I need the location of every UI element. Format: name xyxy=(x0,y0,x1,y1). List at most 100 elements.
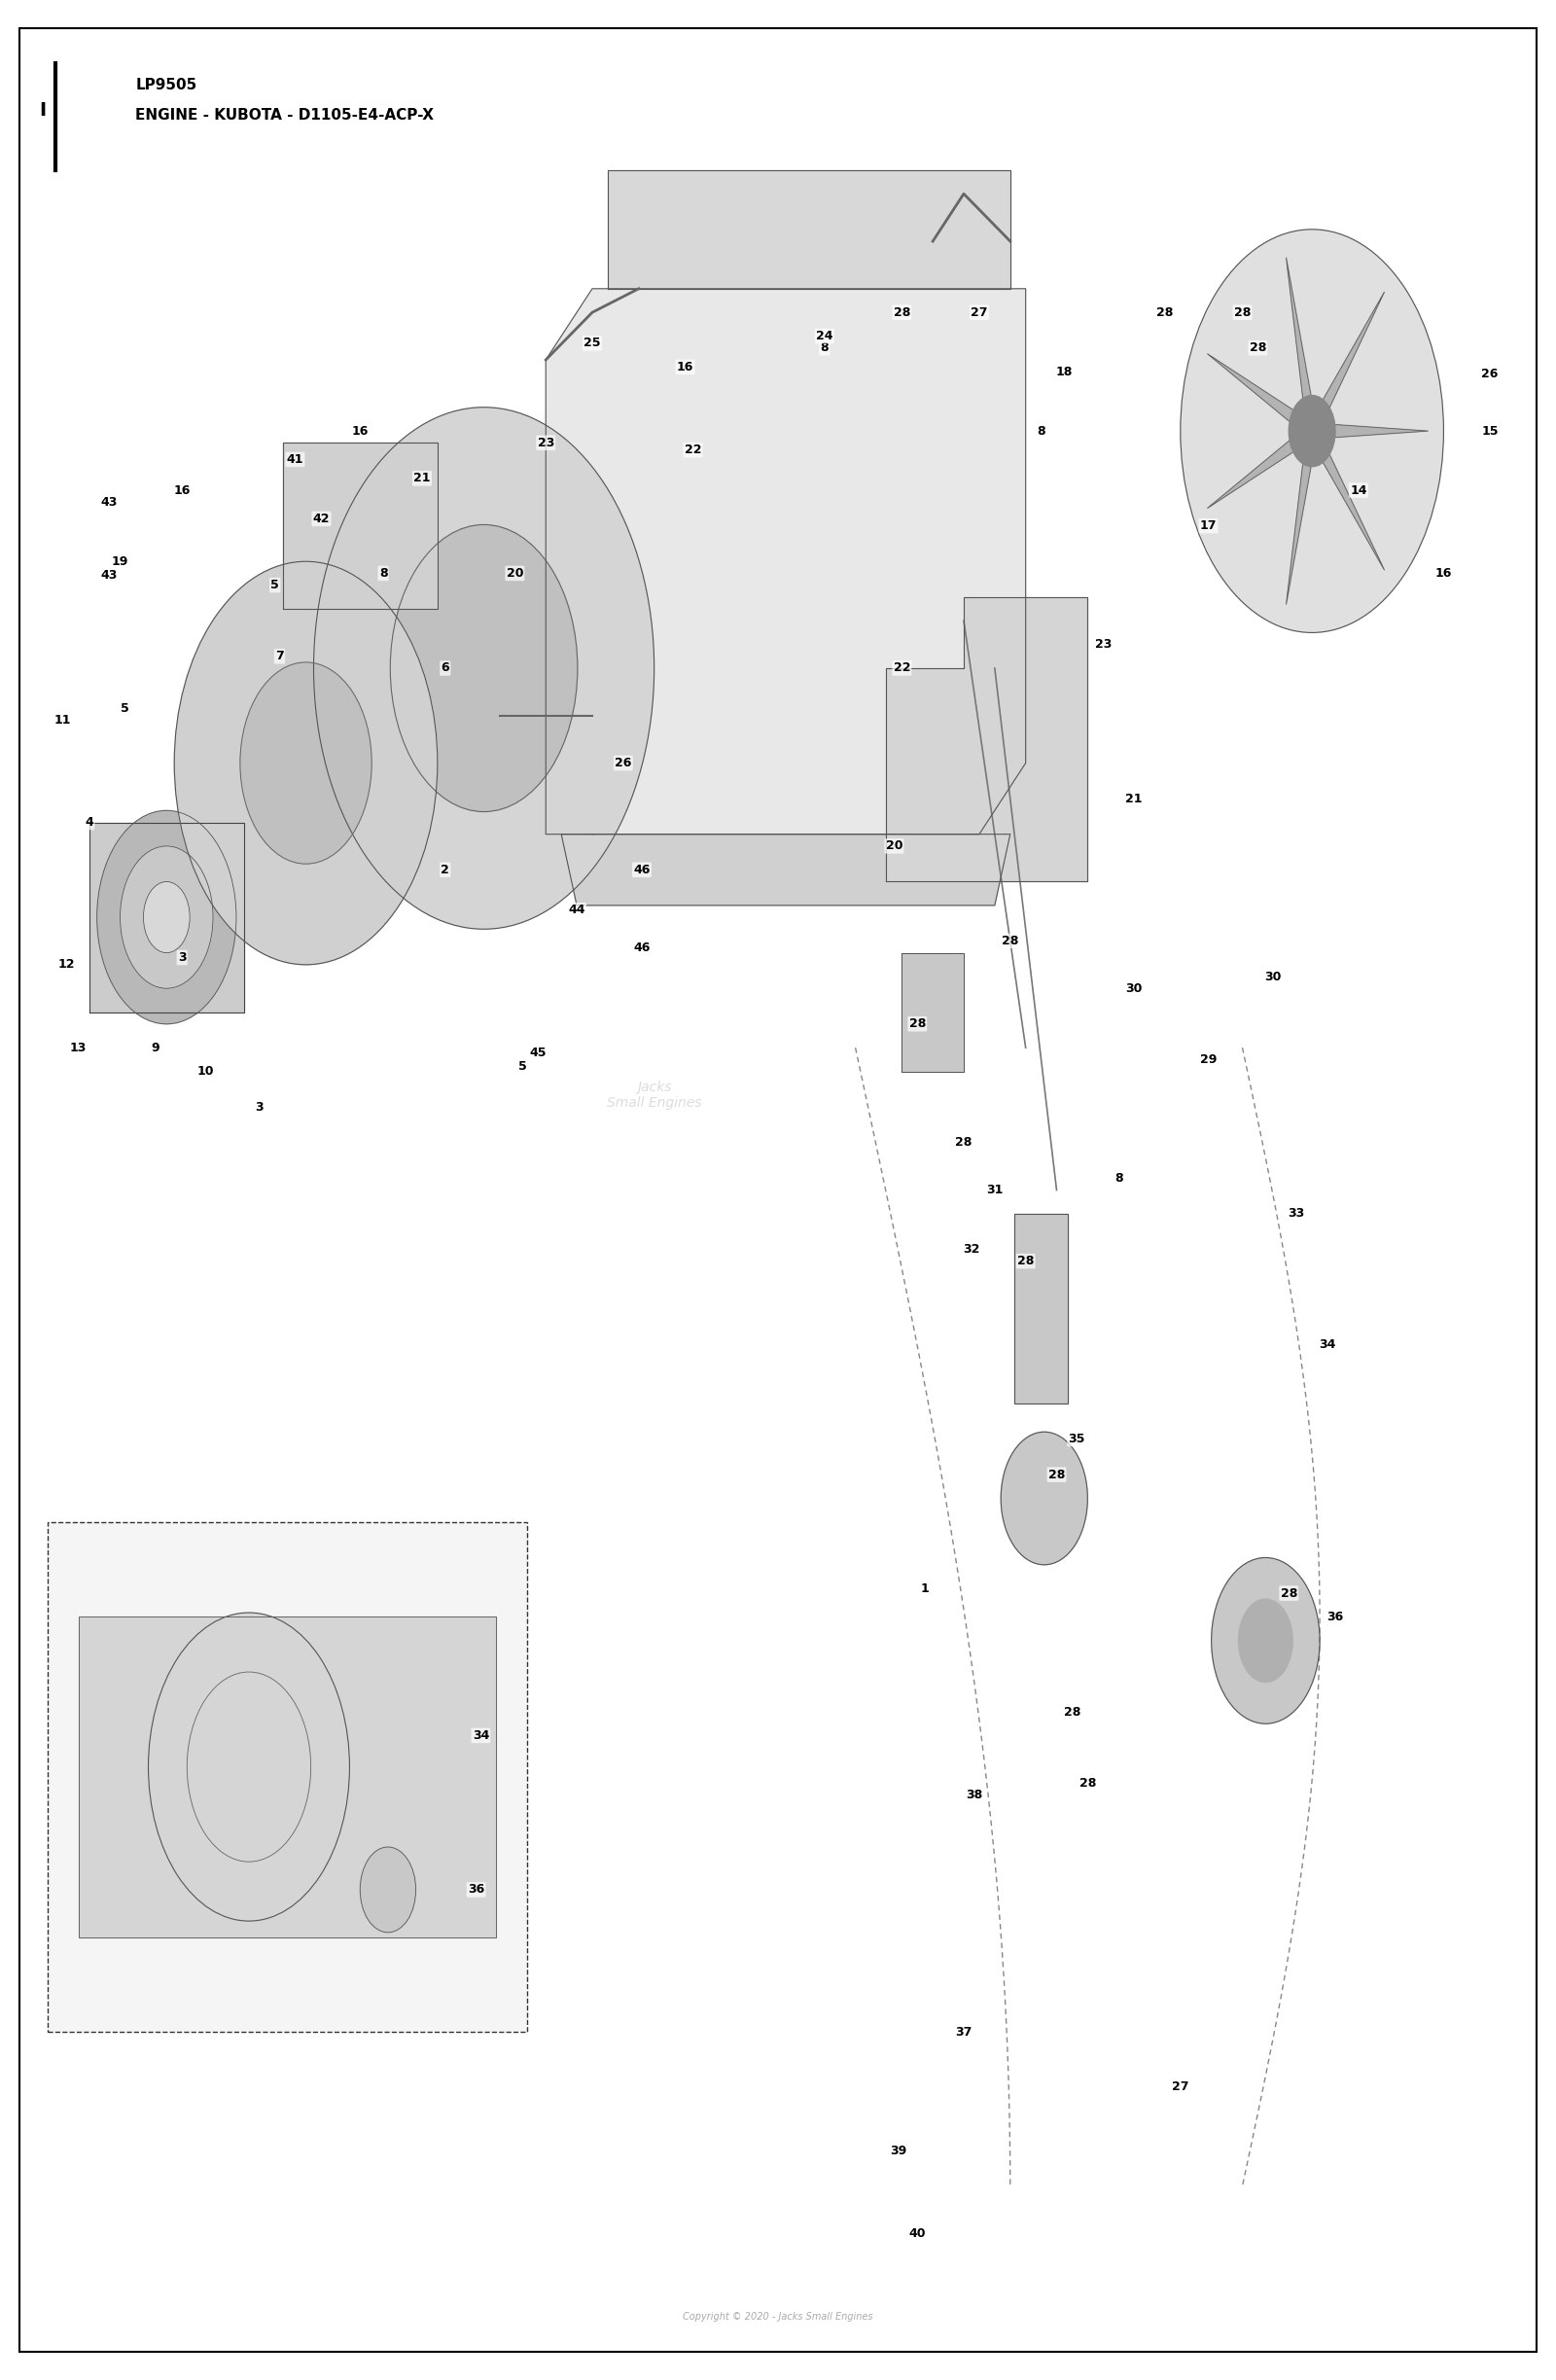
Polygon shape xyxy=(546,288,1025,835)
Bar xyxy=(78,1616,496,1937)
Polygon shape xyxy=(902,952,963,1071)
Text: 36: 36 xyxy=(1327,1611,1344,1623)
Text: 38: 38 xyxy=(966,1787,983,1802)
Circle shape xyxy=(359,1847,415,1933)
Polygon shape xyxy=(1287,257,1313,409)
Text: 21: 21 xyxy=(1125,793,1142,804)
Text: 9: 9 xyxy=(151,1042,160,1054)
Circle shape xyxy=(148,1614,350,1921)
Text: 28: 28 xyxy=(1018,1254,1035,1269)
Text: 27: 27 xyxy=(1172,2080,1189,2092)
Circle shape xyxy=(1001,1433,1088,1564)
Text: 22: 22 xyxy=(685,443,702,457)
Text: 28: 28 xyxy=(1234,307,1251,319)
Text: 19: 19 xyxy=(112,555,129,569)
Text: 28: 28 xyxy=(909,1019,926,1031)
Text: 39: 39 xyxy=(890,2144,907,2156)
Polygon shape xyxy=(608,169,1010,288)
Text: 45: 45 xyxy=(529,1047,546,1059)
Text: 4: 4 xyxy=(86,816,93,828)
Bar xyxy=(47,1523,527,2033)
Polygon shape xyxy=(1327,424,1428,438)
Text: 16: 16 xyxy=(1435,566,1452,581)
Polygon shape xyxy=(283,443,437,609)
Text: 1: 1 xyxy=(921,1583,929,1595)
Polygon shape xyxy=(89,823,244,1011)
Text: 3: 3 xyxy=(255,1100,263,1114)
Text: 5: 5 xyxy=(271,578,279,593)
Text: 10: 10 xyxy=(196,1066,213,1078)
Circle shape xyxy=(187,1673,311,1861)
Text: 34: 34 xyxy=(473,1730,489,1742)
Text: 13: 13 xyxy=(70,1042,87,1054)
Text: 15: 15 xyxy=(1481,424,1498,438)
Text: 5: 5 xyxy=(518,1061,527,1073)
Text: 36: 36 xyxy=(468,1883,484,1897)
Text: LP9505: LP9505 xyxy=(135,79,198,93)
Text: 28: 28 xyxy=(893,307,910,319)
Text: 32: 32 xyxy=(963,1242,980,1257)
Text: 29: 29 xyxy=(1200,1054,1217,1066)
Text: 5: 5 xyxy=(120,702,129,714)
Circle shape xyxy=(143,881,190,952)
Text: 28: 28 xyxy=(1064,1706,1080,1718)
Circle shape xyxy=(240,662,372,864)
Text: 26: 26 xyxy=(1481,369,1498,381)
Text: 46: 46 xyxy=(633,942,650,954)
Text: 8: 8 xyxy=(380,566,387,581)
Text: 28: 28 xyxy=(955,1135,972,1150)
Text: 28: 28 xyxy=(1002,935,1019,947)
Circle shape xyxy=(1288,395,1335,466)
Polygon shape xyxy=(887,597,1088,881)
Bar xyxy=(78,1616,496,1937)
Text: I: I xyxy=(39,102,47,119)
Text: 23: 23 xyxy=(1094,638,1111,650)
Text: 28: 28 xyxy=(1281,1587,1298,1599)
Text: 30: 30 xyxy=(1125,983,1142,995)
Text: 42: 42 xyxy=(313,512,330,526)
Circle shape xyxy=(314,407,654,928)
Text: 34: 34 xyxy=(1319,1338,1337,1349)
Circle shape xyxy=(120,845,213,988)
Text: 46: 46 xyxy=(633,864,650,876)
Text: 7: 7 xyxy=(275,650,283,662)
Text: 35: 35 xyxy=(1069,1433,1085,1445)
Polygon shape xyxy=(1207,436,1301,509)
Text: 44: 44 xyxy=(568,904,585,916)
Text: 28: 28 xyxy=(1249,343,1267,355)
Circle shape xyxy=(96,812,237,1023)
Text: 28: 28 xyxy=(1049,1468,1064,1480)
Polygon shape xyxy=(1287,452,1313,605)
Polygon shape xyxy=(1207,355,1301,428)
Text: 20: 20 xyxy=(885,840,902,852)
Text: 12: 12 xyxy=(58,959,75,971)
Bar xyxy=(1015,1214,1069,1404)
Text: 28: 28 xyxy=(1156,307,1173,319)
Text: 21: 21 xyxy=(414,471,431,486)
Circle shape xyxy=(1239,1599,1293,1683)
Polygon shape xyxy=(1318,293,1385,416)
Text: 8: 8 xyxy=(1036,424,1046,438)
Circle shape xyxy=(391,524,577,812)
Text: 6: 6 xyxy=(440,662,450,674)
Text: 43: 43 xyxy=(101,495,118,509)
Text: 20: 20 xyxy=(506,566,523,581)
Text: 40: 40 xyxy=(909,2228,926,2240)
Circle shape xyxy=(1181,228,1444,633)
Text: 16: 16 xyxy=(174,483,190,497)
Text: 18: 18 xyxy=(1057,367,1072,378)
Text: 16: 16 xyxy=(677,362,694,374)
Text: 8: 8 xyxy=(820,343,829,355)
Text: Jacks
Small Engines: Jacks Small Engines xyxy=(607,1081,702,1109)
Circle shape xyxy=(174,562,437,964)
Polygon shape xyxy=(1318,445,1385,571)
Text: 17: 17 xyxy=(1200,519,1217,533)
Bar xyxy=(1015,1214,1069,1404)
Polygon shape xyxy=(562,835,1010,904)
Text: 26: 26 xyxy=(615,757,632,769)
Text: 24: 24 xyxy=(815,331,832,343)
Text: 43: 43 xyxy=(101,569,118,583)
Text: 30: 30 xyxy=(1265,971,1282,983)
Text: 33: 33 xyxy=(1288,1207,1305,1221)
Text: 8: 8 xyxy=(1114,1171,1123,1185)
